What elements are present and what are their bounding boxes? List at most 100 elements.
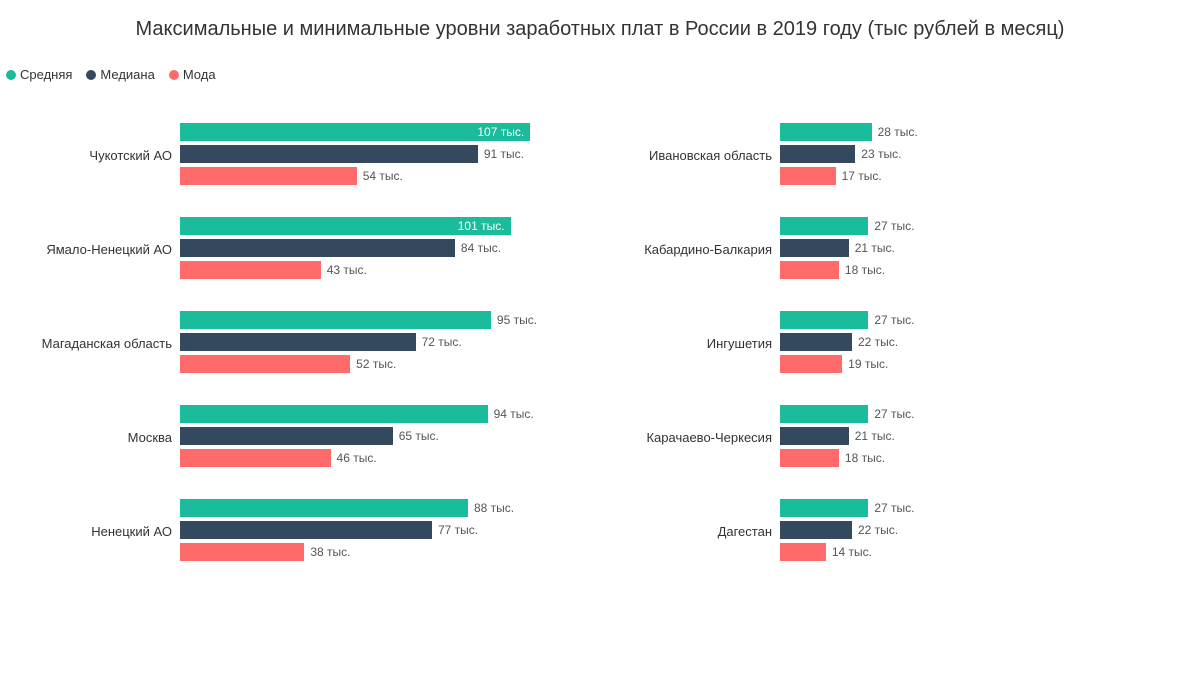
bar-row-mode: 17 тыс. xyxy=(780,166,1180,186)
bar-set: 88 тыс. 77 тыс. 38 тыс. xyxy=(180,498,580,564)
value-label: 54 тыс. xyxy=(363,169,403,183)
region-group: Дагестан27 тыс.22 тыс.14 тыс. xyxy=(620,498,1180,564)
region-label: Чукотский АО xyxy=(20,148,180,163)
bar-set: 27 тыс. 22 тыс. 14 тыс. xyxy=(780,498,1180,564)
bar-row-mode: 43 тыс. xyxy=(180,260,580,280)
region-group: Ингушетия 27 тыс. 22 тыс. 19 тыс. xyxy=(620,310,1180,376)
legend-item-avg: Средняя xyxy=(6,67,72,82)
region-label: Москва xyxy=(20,430,180,445)
bar-row-mode: 14 тыс. xyxy=(780,542,1180,562)
bar-set: 94 тыс. 65 тыс. 46 тыс. xyxy=(180,404,580,470)
bar-avg xyxy=(180,311,491,329)
value-label: 18 тыс. xyxy=(845,263,885,277)
bar-set: 95 тыс.72 тыс. 52 тыс. xyxy=(180,310,580,376)
value-label: 52 тыс. xyxy=(356,357,396,371)
bar-row-avg: 107 тыс. xyxy=(180,122,580,142)
value-label: 27 тыс. xyxy=(874,501,914,515)
region-group: Ненецкий АО 88 тыс. 77 тыс. 38 тыс. xyxy=(20,498,580,564)
value-label: 19 тыс. xyxy=(848,357,888,371)
bar-median xyxy=(780,521,852,539)
legend-item-median: Медиана xyxy=(86,67,154,82)
bar-avg: 107 тыс. xyxy=(180,123,530,141)
bar-avg xyxy=(180,405,488,423)
value-label: 46 тыс. xyxy=(337,451,377,465)
bar-row-median: 22 тыс. xyxy=(780,520,1180,540)
bar-row-median: 23 тыс. xyxy=(780,144,1180,164)
bar-row-median: 72 тыс. xyxy=(180,332,580,352)
bar-set: 101 тыс. 84 тыс. 43 тыс. xyxy=(180,216,580,282)
value-label: 88 тыс. xyxy=(474,501,514,515)
bar-mode xyxy=(780,449,839,467)
legend-label-median: Медиана xyxy=(100,67,154,82)
value-label: 17 тыс. xyxy=(842,169,882,183)
bar-avg xyxy=(780,123,872,141)
value-label: 22 тыс. xyxy=(858,523,898,537)
value-label: 38 тыс. xyxy=(310,545,350,559)
bar-avg xyxy=(180,499,468,517)
legend-label-mode: Мода xyxy=(183,67,216,82)
region-label: Кабардино-Балкария xyxy=(620,242,780,257)
value-label: 77 тыс. xyxy=(438,523,478,537)
region-group: Магаданская область95 тыс.72 тыс. 52 тыс. xyxy=(20,310,580,376)
bar-median xyxy=(780,145,855,163)
legend-dot-median xyxy=(86,70,96,80)
bar-median xyxy=(180,145,478,163)
bar-median xyxy=(180,333,416,351)
value-label: 107 тыс. xyxy=(477,125,524,139)
value-label: 27 тыс. xyxy=(874,219,914,233)
legend-item-mode: Мода xyxy=(169,67,216,82)
bar-row-avg: 101 тыс. xyxy=(180,216,580,236)
bar-median xyxy=(180,427,393,445)
region-label: Карачаево-Черкесия xyxy=(620,430,780,445)
value-label: 22 тыс. xyxy=(858,335,898,349)
bar-avg xyxy=(780,217,868,235)
bar-row-mode: 54 тыс. xyxy=(180,166,580,186)
bar-avg: 101 тыс. xyxy=(180,217,511,235)
value-label: 91 тыс. xyxy=(484,147,524,161)
value-label: 28 тыс. xyxy=(878,125,918,139)
bar-row-avg: 95 тыс. xyxy=(180,310,580,330)
bar-row-avg: 94 тыс. xyxy=(180,404,580,424)
bar-row-avg: 27 тыс. xyxy=(780,498,1180,518)
value-label: 84 тыс. xyxy=(461,241,501,255)
region-group: Ивановская область28 тыс.23 тыс.17 тыс. xyxy=(620,122,1180,188)
value-label: 65 тыс. xyxy=(399,429,439,443)
value-label: 94 тыс. xyxy=(494,407,534,421)
region-group: Москва 94 тыс. 65 тыс. 46 тыс. xyxy=(20,404,580,470)
region-label: Ненецкий АО xyxy=(20,524,180,539)
region-label: Магаданская область xyxy=(20,336,180,351)
bar-row-avg: 27 тыс. xyxy=(780,404,1180,424)
bar-set: 28 тыс. 23 тыс. 17 тыс. xyxy=(780,122,1180,188)
bar-set: 27 тыс. 21 тыс. 18 тыс. xyxy=(780,216,1180,282)
bar-row-mode: 38 тыс. xyxy=(180,542,580,562)
bar-median xyxy=(780,333,852,351)
columns: Чукотский АО 107 тыс. 91 тыс. 54 тыс. Ямало-… xyxy=(0,82,1200,592)
value-label: 101 тыс. xyxy=(458,219,505,233)
bar-row-avg: 27 тыс. xyxy=(780,310,1180,330)
value-label: 21 тыс. xyxy=(855,241,895,255)
region-group: Ямало-Ненецкий АО 101 тыс. 84 тыс. 43 тыс. xyxy=(20,216,580,282)
bar-mode xyxy=(180,167,357,185)
bar-mode xyxy=(180,355,350,373)
region-group: Кабардино-Балкария 27 тыс. 21 тыс. 18 тыс. xyxy=(620,216,1180,282)
value-label: 23 тыс. xyxy=(861,147,901,161)
bar-row-median: 91 тыс. xyxy=(180,144,580,164)
bar-row-mode: 19 тыс. xyxy=(780,354,1180,374)
bar-avg xyxy=(780,405,868,423)
bar-mode xyxy=(180,449,331,467)
bar-set: 27 тыс.21 тыс.18 тыс. xyxy=(780,404,1180,470)
bar-row-mode: 46 тыс. xyxy=(180,448,580,468)
value-label: 27 тыс. xyxy=(874,313,914,327)
legend-dot-avg xyxy=(6,70,16,80)
bar-mode xyxy=(780,543,826,561)
region-label: Ямало-Ненецкий АО xyxy=(20,242,180,257)
value-label: 43 тыс. xyxy=(327,263,367,277)
legend-label-avg: Средняя xyxy=(20,67,72,82)
bar-row-median: 65 тыс. xyxy=(180,426,580,446)
column-left: Чукотский АО 107 тыс. 91 тыс. 54 тыс. Ямало-… xyxy=(20,122,580,592)
bar-row-mode: 18 тыс. xyxy=(780,448,1180,468)
bar-avg xyxy=(780,499,868,517)
region-label: Ингушетия xyxy=(620,336,780,351)
bar-row-median: 84 тыс. xyxy=(180,238,580,258)
bar-mode xyxy=(180,261,321,279)
